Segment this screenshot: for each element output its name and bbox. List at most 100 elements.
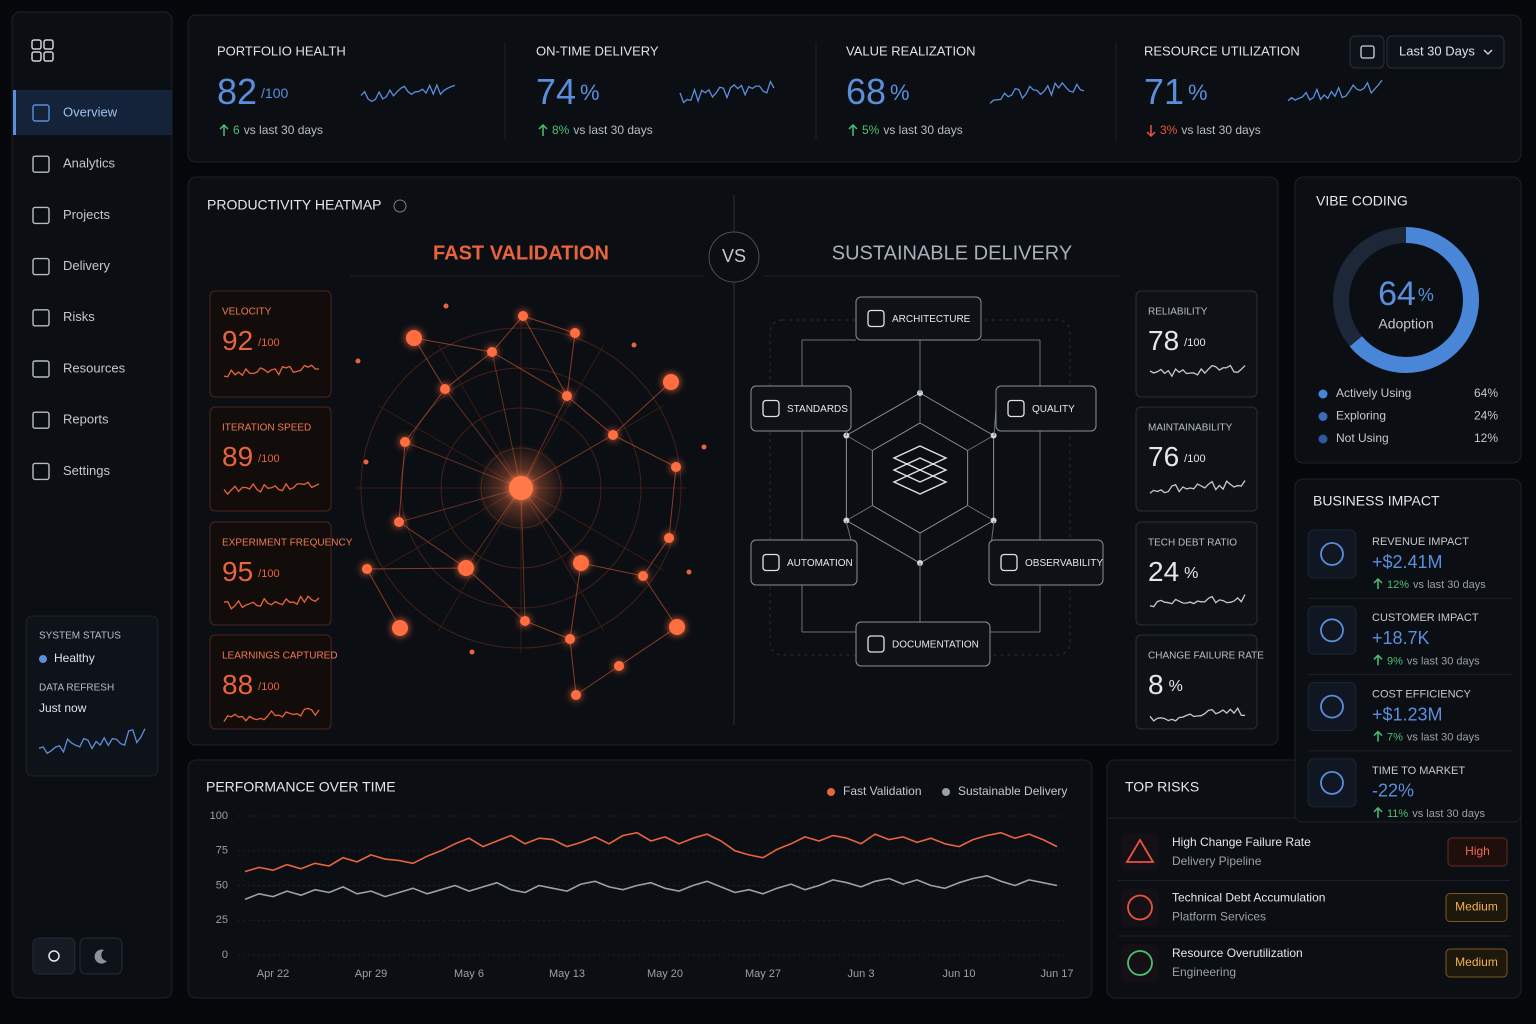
- nav-label: Analytics: [63, 156, 116, 171]
- risk-subtitle: Delivery Pipeline: [1172, 854, 1262, 868]
- range-button: [1386, 35, 1505, 69]
- panel: [187, 176, 1279, 746]
- network-edge: [524, 620, 571, 640]
- legend-dot: [1318, 389, 1328, 399]
- trend-arrow: [848, 123, 858, 136]
- network-edge: [398, 521, 467, 569]
- nav-icon: [32, 411, 50, 429]
- network-node: [663, 374, 679, 390]
- sparkline: [223, 364, 319, 378]
- nav-label: Projects: [63, 207, 110, 222]
- kpi-label: VALUE REALIZATION: [846, 43, 976, 58]
- kpi-unit: /100: [261, 85, 288, 101]
- nav-label: Settings: [63, 463, 110, 478]
- hex-spoke: [846, 505, 873, 521]
- legend-dot: [827, 788, 835, 796]
- series-line: [244, 831, 1058, 873]
- severity-badge: [1447, 837, 1508, 867]
- nav-label: Reports: [63, 412, 109, 427]
- date-range: Last 30 Days: [1399, 43, 1475, 58]
- nav-item[interactable]: Reports: [32, 411, 109, 429]
- calendar-button: [1349, 35, 1385, 69]
- kpi-change: 6 vs last 30 days: [233, 123, 323, 137]
- pillar-box: [855, 621, 991, 667]
- pillar-box: [750, 385, 852, 432]
- impact-icon-bg: [1307, 605, 1357, 655]
- kpi-unit: %: [890, 80, 910, 105]
- metric-number: 8: [1148, 669, 1164, 700]
- x-tick-label: Jun 3: [848, 968, 875, 980]
- network-node: [573, 555, 589, 571]
- legend-share: 12%: [1474, 431, 1498, 445]
- calendar-icon: [1360, 45, 1375, 59]
- metric-value: 8%: [1148, 669, 1183, 700]
- nav-item[interactable]: Overview: [32, 104, 118, 122]
- info-icon[interactable]: [393, 199, 407, 213]
- panel-title: PRODUCTIVITY HEATMAP: [207, 197, 382, 213]
- metric-card: [1135, 406, 1258, 512]
- sparkline: [1149, 480, 1246, 494]
- nav-item[interactable]: Delivery: [32, 257, 110, 276]
- y-tick-label: 25: [216, 914, 228, 926]
- network-edge: [642, 575, 678, 628]
- legend-dot: [942, 788, 950, 796]
- impact-icon: [1320, 618, 1344, 643]
- y-tick-label: 100: [210, 810, 228, 822]
- legend-name: Not Using: [1336, 431, 1389, 445]
- metric-card: [209, 634, 332, 730]
- nav-label: Risks: [63, 309, 95, 324]
- nav-item[interactable]: Settings: [32, 462, 110, 481]
- hex-spoke: [846, 435, 873, 451]
- kpi-number: 68: [846, 71, 886, 112]
- date-picker[interactable]: Last 30 Days: [1349, 35, 1505, 69]
- gauge-unit: %: [1418, 285, 1434, 305]
- network-edge: [413, 337, 446, 390]
- metric-card: [209, 406, 332, 512]
- change-note: vs last 30 days: [573, 123, 652, 137]
- network-edge: [366, 567, 467, 570]
- nav-item[interactable]: Projects: [32, 206, 110, 225]
- network-dot: [701, 444, 707, 450]
- network-edge: [618, 626, 678, 667]
- risk-title: Technical Debt Accumulation: [1172, 891, 1325, 905]
- metric-label: VELOCITY: [222, 307, 272, 318]
- metric-number: 92: [222, 325, 253, 356]
- network-edge: [366, 568, 401, 629]
- toggle-button: [32, 937, 76, 975]
- change-note: vs last 30 days: [1412, 808, 1485, 820]
- change-note: vs last 30 days: [1181, 123, 1260, 137]
- network-dot: [631, 342, 637, 348]
- network-dot: [363, 459, 369, 465]
- light-toggle[interactable]: [32, 937, 76, 975]
- nav-item[interactable]: Analytics: [32, 155, 116, 173]
- severity-badge: [1445, 948, 1508, 978]
- nav-icon: [32, 360, 50, 378]
- nav-item[interactable]: Risks: [32, 309, 95, 327]
- metric-value: 89/100: [222, 441, 280, 472]
- nav-icon: [32, 462, 50, 481]
- status-dot: [39, 655, 47, 663]
- impact-icon-bg: [1307, 758, 1357, 808]
- pillar-icon: [867, 309, 885, 328]
- kpi-number: 71: [1144, 71, 1184, 112]
- change-note: vs last 30 days: [1413, 579, 1486, 591]
- pillar-box: [988, 539, 1104, 586]
- risk-title: High Change Failure Rate: [1172, 835, 1311, 849]
- warning-icon: [1125, 838, 1155, 863]
- dark-toggle[interactable]: [79, 937, 123, 975]
- gauge-arc: [1333, 227, 1479, 373]
- network-edge: [566, 395, 614, 436]
- nav-item[interactable]: Resources: [32, 360, 126, 378]
- grid-icon: [31, 39, 42, 50]
- impact-change: 11% vs last 30 days: [1387, 808, 1485, 820]
- legend-name: Actively Using: [1336, 386, 1411, 400]
- change-value: 6: [233, 123, 240, 137]
- x-tick-label: May 20: [647, 968, 683, 980]
- impact-value: +18.7K: [1372, 628, 1430, 648]
- trend-arrow: [1373, 577, 1383, 589]
- sparkline: [1287, 79, 1383, 102]
- metric-card: [1135, 634, 1258, 730]
- y-tick-label: 50: [216, 879, 228, 891]
- network-node: [638, 571, 648, 581]
